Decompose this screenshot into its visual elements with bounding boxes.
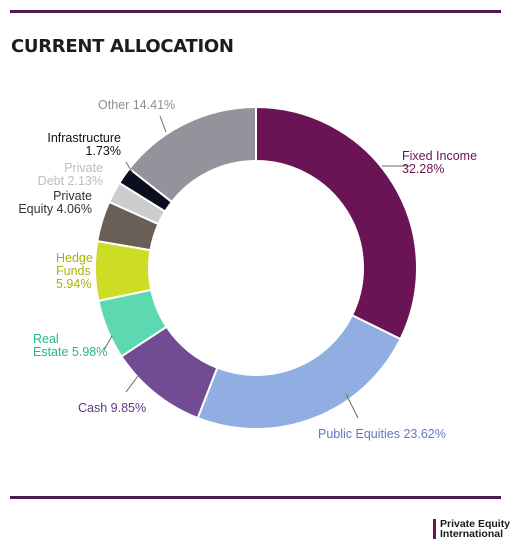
logo-line-1: Private Equity bbox=[440, 518, 511, 530]
chart-title: CURRENT ALLOCATION bbox=[11, 36, 234, 57]
label-real-estate: Real Estate 5.98% bbox=[33, 332, 107, 359]
label-private-equity: Private Equity 4.06% bbox=[18, 189, 92, 216]
slice-fixed-income bbox=[255, 105, 418, 341]
slice-other bbox=[127, 105, 257, 204]
label-fixed-income: Fixed Income 32.28% bbox=[402, 149, 477, 176]
publisher-logo: Private Equity International bbox=[433, 519, 510, 539]
leader-cash bbox=[125, 375, 139, 393]
slice-public-equities bbox=[196, 313, 402, 430]
slice-hedge-funds bbox=[94, 239, 153, 303]
label-cash: Cash 9.85% bbox=[78, 401, 146, 415]
label-public-equities: Public Equities 23.62% bbox=[318, 427, 446, 441]
label-private-debt: Private Debt 2.13% bbox=[38, 161, 103, 188]
leader-public-equities bbox=[345, 393, 359, 419]
top-rule bbox=[10, 10, 501, 13]
label-infrastructure: Infrastructure 1.73% bbox=[47, 131, 121, 158]
leader-infrastructure bbox=[125, 161, 133, 173]
logo-line-2: International bbox=[440, 528, 504, 540]
label-hedge-funds: Hedge Funds 5.94% bbox=[56, 251, 93, 291]
bottom-rule bbox=[10, 496, 501, 499]
leader-other bbox=[159, 115, 167, 133]
label-other: Other 14.41% bbox=[98, 98, 175, 112]
leader-real-estate bbox=[103, 335, 113, 351]
